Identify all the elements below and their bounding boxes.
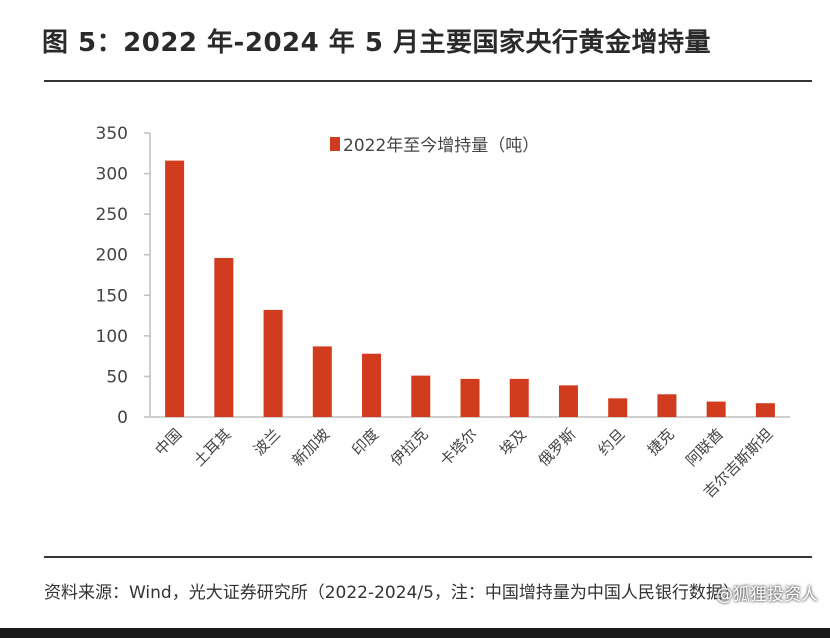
y-tick-label: 0 (117, 408, 128, 428)
x-category-label: 土耳其 (190, 425, 235, 470)
y-tick-label: 150 (96, 286, 128, 306)
bar (460, 378, 480, 417)
x-category-label: 新加坡 (289, 425, 334, 470)
top-divider (44, 80, 812, 82)
bottom-bar (0, 628, 830, 638)
bar (165, 160, 185, 418)
legend-swatch (330, 137, 340, 151)
bar (411, 375, 431, 417)
bar (509, 378, 529, 417)
chart-title: 图 5：2022 年-2024 年 5 月主要国家央行黄金增持量 (42, 28, 711, 58)
x-category-label: 伊拉克 (387, 425, 432, 470)
bar (263, 309, 283, 417)
source-note: 资料来源：Wind，光大证券研究所（2022-2024/5，注：中国增持量为中国… (44, 583, 740, 603)
x-category-label: 中国 (151, 425, 185, 459)
x-category-label: 捷克 (644, 425, 678, 459)
y-tick-label: 300 (96, 165, 128, 185)
bars (165, 160, 775, 418)
x-category-label: 埃及 (496, 425, 530, 459)
x-category-label: 波兰 (250, 425, 284, 459)
bar (706, 401, 726, 417)
bar (312, 346, 332, 417)
y-ticks: 0 50 100 150 200 250 300 350 (96, 124, 150, 428)
x-category-label: 阿联酋 (682, 425, 727, 470)
y-tick-label: 200 (96, 246, 128, 266)
bar-chart: 0 50 100 150 200 250 300 350 中国 土耳其 波兰 新加坡 印度 伊拉克 卡塔尔… (96, 124, 790, 501)
x-category-label: 印度 (348, 425, 382, 459)
legend-label: 2022年至今增持量（吨） (343, 136, 539, 156)
bar (657, 394, 677, 417)
x-category-label: 约旦 (595, 425, 629, 459)
bar (214, 257, 234, 417)
watermark: @狐狸投资人 (716, 585, 818, 605)
bar (362, 353, 382, 417)
bottom-divider (44, 556, 812, 558)
y-tick-label: 50 (106, 367, 128, 387)
y-tick-label: 250 (96, 205, 128, 225)
bar (608, 398, 628, 417)
y-tick-label: 100 (96, 327, 128, 347)
bar (558, 385, 578, 417)
legend: 2022年至今增持量（吨） (330, 136, 539, 156)
x-category-label: 卡塔尔 (436, 425, 481, 470)
y-tick-label: 350 (96, 124, 128, 144)
bar (755, 403, 775, 417)
x-category-label: 俄罗斯 (535, 425, 580, 470)
